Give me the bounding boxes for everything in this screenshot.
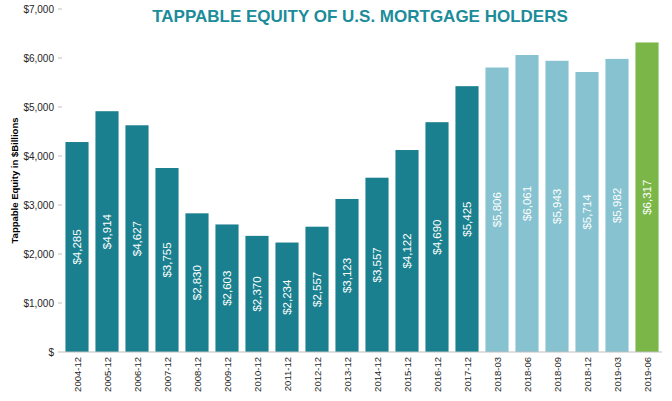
bar bbox=[155, 168, 178, 352]
x-tick-label: 2016-12 bbox=[432, 357, 443, 392]
data-label: $2,370 bbox=[251, 276, 263, 311]
data-label: $4,690 bbox=[431, 220, 443, 255]
data-label: $2,603 bbox=[221, 271, 233, 306]
x-tick-label: 2018-06 bbox=[522, 357, 533, 392]
x-tick-label: 2010-12 bbox=[252, 357, 263, 392]
data-label: $4,627 bbox=[131, 221, 143, 256]
bar bbox=[305, 227, 328, 352]
bar bbox=[95, 111, 118, 352]
x-tick-label: 2007-12 bbox=[162, 357, 173, 392]
x-tick-label: 2008-12 bbox=[192, 357, 203, 392]
y-tick-label: $4,000 bbox=[23, 151, 54, 162]
bars bbox=[65, 42, 658, 352]
y-tick-label: $1,000 bbox=[23, 298, 54, 309]
title: TAPPABLE EQUITY OF U.S. MORTGAGE HOLDERS bbox=[152, 7, 568, 26]
bar bbox=[275, 243, 298, 352]
bar bbox=[605, 59, 628, 352]
y-tick-label: $5,000 bbox=[23, 102, 54, 113]
x-tick-label: 2004-12 bbox=[72, 357, 83, 392]
data-label: $6,317 bbox=[641, 180, 653, 215]
y-axis-label: Tappable Equity in $Billions bbox=[9, 118, 20, 244]
y-tick-label: $6,000 bbox=[23, 53, 54, 64]
chart: $ $1,000 $2,000 $3,000 $4,000 $5,000 $6,000 $7,… bbox=[0, 0, 672, 401]
data-label: $3,755 bbox=[161, 242, 173, 277]
x-axis: 2004-12 2005-12 2006-12 2007-12 2008-12 2009-… bbox=[72, 357, 653, 392]
y-tick bbox=[58, 254, 62, 255]
y-tick-label: $ bbox=[48, 347, 54, 358]
data-label: $5,714 bbox=[581, 194, 593, 230]
bar bbox=[425, 122, 448, 352]
data-label: $3,123 bbox=[341, 258, 353, 293]
x-tick-label: 2018-03 bbox=[492, 357, 503, 392]
y-tick bbox=[58, 303, 62, 304]
bar bbox=[335, 199, 358, 352]
y-tick-label: $7,000 bbox=[23, 4, 54, 15]
data-labels: $4,285 $4,914 $4,627 $3,755 $2,830 $2,603 $2,3… bbox=[71, 180, 653, 315]
bar bbox=[545, 61, 568, 352]
bar bbox=[215, 224, 238, 352]
data-label: $4,122 bbox=[401, 233, 413, 268]
x-tick-label: 2019-03 bbox=[612, 357, 623, 392]
data-label: $2,234 bbox=[281, 279, 293, 315]
y-tick bbox=[58, 107, 62, 108]
x-axis-line bbox=[62, 352, 662, 353]
x-tick-label: 2019-06 bbox=[642, 357, 653, 392]
data-label: $4,914 bbox=[101, 213, 113, 249]
x-tick-label: 2014-12 bbox=[372, 357, 383, 392]
x-tick-label: 2005-12 bbox=[102, 357, 113, 392]
data-label: $5,982 bbox=[611, 188, 623, 223]
y-tick-label: $2,000 bbox=[23, 249, 54, 260]
data-label: $4,285 bbox=[71, 229, 83, 264]
x-tick-label: 2011-12 bbox=[282, 357, 293, 391]
y-tick-label: $3,000 bbox=[23, 200, 54, 211]
bar bbox=[185, 213, 208, 352]
y-axis: $ $1,000 $2,000 $3,000 $4,000 $5,000 $6,000 $7,… bbox=[23, 4, 62, 358]
x-tick-label: 2009-12 bbox=[222, 357, 233, 392]
bar bbox=[635, 42, 658, 352]
x-tick-label: 2018-12 bbox=[582, 357, 593, 392]
x-tick-label: 2006-12 bbox=[132, 357, 143, 392]
data-label: $6,061 bbox=[521, 186, 533, 221]
data-label: $2,830 bbox=[191, 265, 203, 300]
data-label: $5,425 bbox=[461, 201, 473, 236]
x-tick-label: 2013-12 bbox=[342, 357, 353, 392]
y-tick bbox=[58, 58, 62, 59]
data-label: $5,806 bbox=[491, 192, 503, 227]
bar bbox=[455, 86, 478, 352]
bar bbox=[395, 150, 418, 352]
y-tick bbox=[58, 9, 62, 10]
x-tick-label: 2015-12 bbox=[402, 357, 413, 392]
bar bbox=[485, 68, 508, 352]
y-tick bbox=[58, 352, 62, 353]
bar bbox=[575, 72, 598, 352]
bar bbox=[515, 55, 538, 352]
data-label: $5,943 bbox=[551, 189, 563, 224]
x-tick-label: 2012-12 bbox=[312, 357, 323, 392]
data-label: $3,557 bbox=[371, 247, 383, 282]
data-label: $2,557 bbox=[311, 272, 323, 307]
bar bbox=[125, 125, 148, 352]
y-tick bbox=[58, 156, 62, 157]
x-tick-label: 2017-12 bbox=[462, 357, 473, 392]
bar bbox=[65, 142, 88, 352]
y-tick bbox=[58, 205, 62, 206]
bar bbox=[365, 178, 388, 352]
bar bbox=[245, 236, 268, 352]
x-tick-label: 2018-09 bbox=[552, 357, 563, 392]
